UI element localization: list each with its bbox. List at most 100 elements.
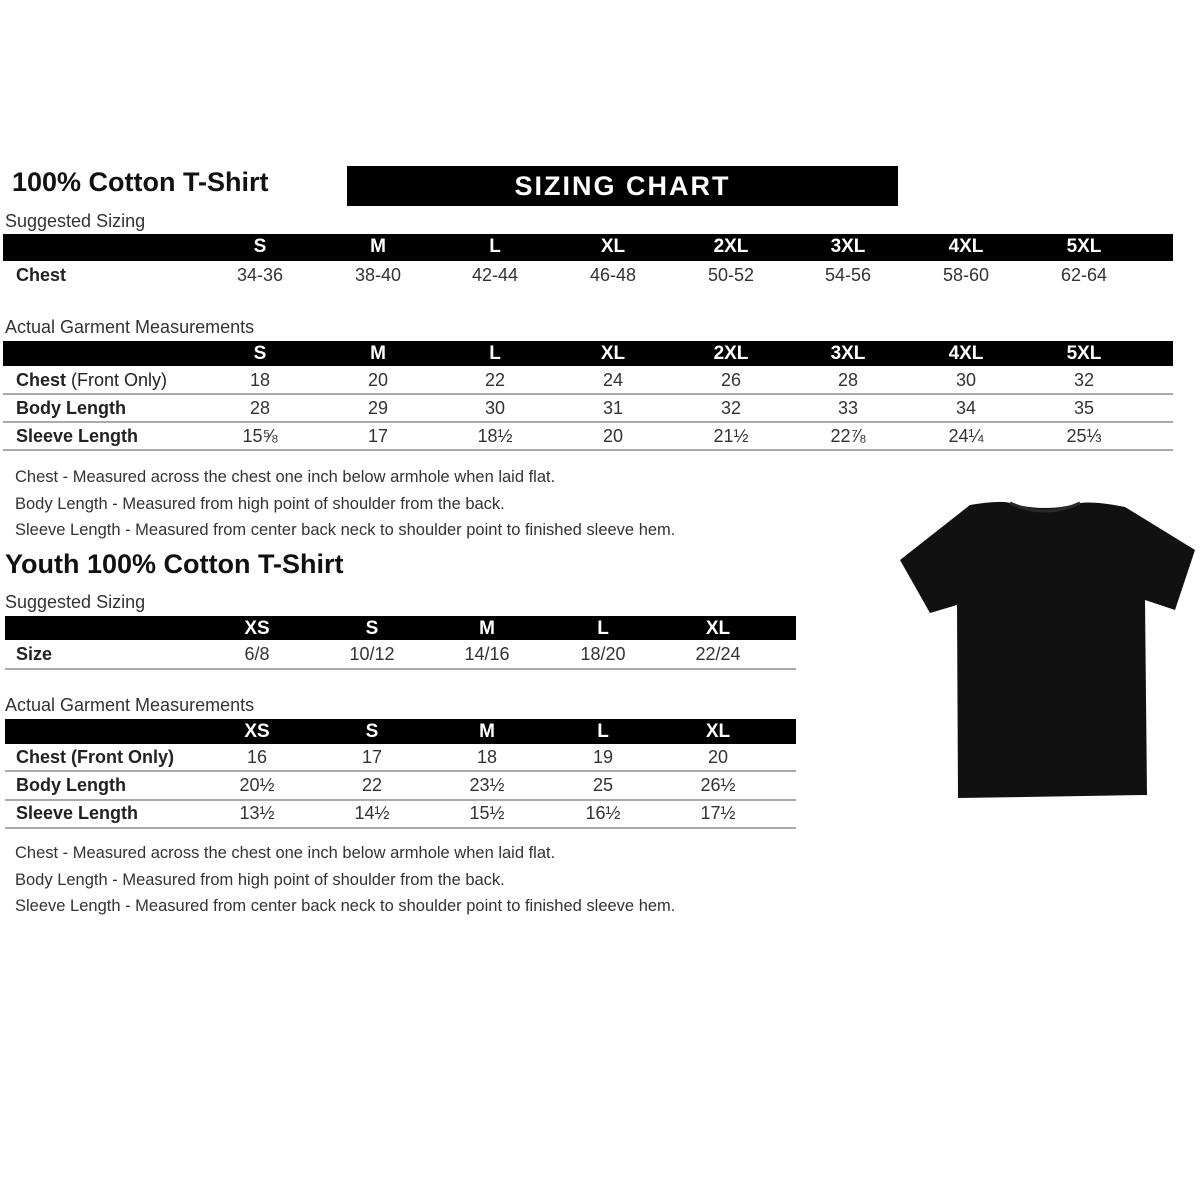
table-cell: 13½	[239, 803, 275, 823]
size-header-xl: XL	[705, 618, 731, 639]
table-cell: 17½	[700, 803, 736, 823]
table-cell: 24	[602, 370, 624, 390]
youth-title: Youth 100% Cotton T-Shirt	[5, 549, 344, 579]
table-cell: 17	[367, 426, 389, 446]
size-header-s: S	[365, 721, 379, 742]
table-cell: 50-52	[707, 265, 755, 285]
row-label: Sleeve Length	[16, 426, 138, 447]
table-cell: 30	[484, 398, 506, 418]
table-cell: 16½	[585, 803, 621, 823]
row-label-text: Sleeve Length	[16, 803, 139, 823]
size-header-l: L	[489, 236, 501, 257]
header-bar	[5, 719, 796, 744]
table-cell: 22	[361, 775, 383, 795]
table-cell: 31	[602, 398, 624, 418]
table-cell: 20½	[239, 775, 275, 795]
sizing-chart-banner: SIZING CHART	[347, 166, 898, 206]
header-bar	[3, 341, 1173, 366]
row-label: Chest (Front Only)	[16, 370, 167, 391]
youth-note-sleeve: Sleeve Length - Measured from center bac…	[15, 897, 676, 915]
table-cell: 54-56	[824, 265, 872, 285]
row-label-text: Chest	[16, 370, 67, 390]
youth-suggested-label: Suggested Sizing	[5, 592, 146, 612]
adult-note-body: Body Length - Measured from high point o…	[15, 495, 505, 513]
table-cell: 15½	[469, 803, 505, 823]
table-cell: 32	[720, 398, 742, 418]
table-cell: 32	[1073, 370, 1095, 390]
table-cell: 18	[476, 747, 498, 767]
row-label-text: Body Length	[16, 398, 126, 418]
row-label: Chest (Front Only)	[16, 747, 174, 768]
table-cell: 22/24	[695, 644, 741, 664]
size-header-xs: XS	[244, 618, 270, 639]
header-bar	[5, 616, 796, 640]
table-cell: 38-40	[354, 265, 402, 285]
size-header-s: S	[253, 236, 267, 257]
table-cell: 34	[955, 398, 977, 418]
table-cell: 20	[602, 426, 624, 446]
size-header-2xl: 2XL	[713, 236, 749, 257]
row-label-text: Body Length	[16, 775, 126, 795]
table-cell: 14/16	[464, 644, 510, 664]
table-cell: 16	[246, 747, 268, 767]
size-header-xl: XL	[705, 721, 731, 742]
row-divider	[3, 393, 1173, 395]
size-header-s: S	[253, 343, 267, 364]
table-cell: 23½	[469, 775, 505, 795]
row-divider	[3, 421, 1173, 423]
size-header-xl: XL	[600, 343, 626, 364]
table-cell: 46-48	[589, 265, 637, 285]
table-cell: 10/12	[349, 644, 395, 664]
table-cell: 15⅝	[242, 426, 278, 446]
table-cell: 28	[837, 370, 859, 390]
row-divider	[5, 827, 796, 829]
table-cell: 20	[367, 370, 389, 390]
size-header-m: M	[479, 721, 495, 742]
size-header-m: M	[370, 343, 386, 364]
table-cell: 30	[955, 370, 977, 390]
table-cell: 29	[367, 398, 389, 418]
table-cell: 62-64	[1060, 265, 1108, 285]
row-label: Chest	[16, 265, 66, 286]
adult-title: 100% Cotton T-Shirt	[12, 167, 269, 197]
table-cell: 33	[837, 398, 859, 418]
size-header-3xl: 3XL	[830, 236, 866, 257]
row-label: Body Length	[16, 775, 126, 796]
table-cell: 22⅞	[830, 426, 866, 446]
youth-actual-label: Actual Garment Measurements	[5, 695, 255, 715]
table-cell: 35	[1073, 398, 1095, 418]
size-header-5xl: 5XL	[1066, 343, 1102, 364]
size-header-l: L	[597, 618, 609, 639]
table-cell: 58-60	[942, 265, 990, 285]
youth-note-body: Body Length - Measured from high point o…	[15, 871, 505, 889]
size-header-m: M	[479, 618, 495, 639]
row-label-text: Chest	[16, 265, 67, 285]
row-label: Size	[16, 644, 52, 665]
row-label-text: Chest (Front Only)	[16, 747, 174, 767]
table-cell: 19	[592, 747, 614, 767]
table-cell: 6/8	[244, 644, 270, 664]
table-cell: 18	[249, 370, 271, 390]
table-cell: 21½	[713, 426, 749, 446]
row-divider	[5, 799, 796, 801]
table-cell: 18½	[477, 426, 513, 446]
table-cell: 20	[707, 747, 729, 767]
row-divider	[5, 668, 796, 670]
size-header-4xl: 4XL	[948, 236, 984, 257]
black-tshirt-icon	[900, 501, 1195, 798]
row-label-text: Sleeve Length	[16, 426, 139, 446]
row-label: Sleeve Length	[16, 803, 138, 824]
size-header-4xl: 4XL	[948, 343, 984, 364]
row-divider	[3, 449, 1173, 451]
table-cell: 18/20	[580, 644, 626, 664]
table-cell: 25⅓	[1066, 426, 1102, 446]
row-label-text: Size	[16, 644, 53, 664]
adult-suggested-label: Suggested Sizing	[5, 211, 146, 231]
size-header-l: L	[489, 343, 501, 364]
table-cell: 28	[249, 398, 271, 418]
table-cell: 34-36	[236, 265, 284, 285]
size-header-xl: XL	[600, 236, 626, 257]
table-cell: 26½	[700, 775, 736, 795]
table-cell: 22	[484, 370, 506, 390]
youth-note-chest: Chest - Measured across the chest one in…	[15, 844, 556, 862]
